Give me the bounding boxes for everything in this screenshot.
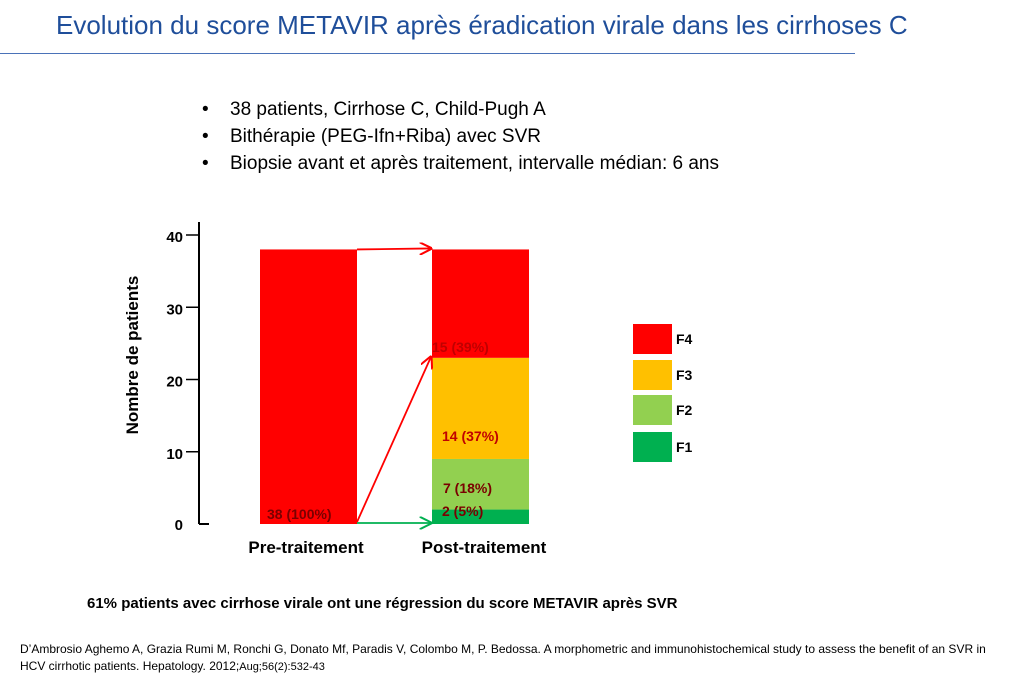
legend-swatch-f3 — [633, 360, 672, 390]
y-tick-label: 40 — [166, 229, 183, 246]
reference-main: D’Ambrosio Aghemo A, Grazia Rumi M, Ronc… — [20, 642, 986, 673]
legend-label: F1 — [676, 439, 693, 455]
y-axis-label: Nombre de patients — [123, 275, 142, 435]
legend-label: F2 — [676, 402, 693, 418]
y-tick-label: 30 — [166, 301, 183, 318]
bar-data-label: 2 (5%) — [442, 503, 483, 519]
bullet-item: • Bithérapie (PEG-Ifn+Riba) avec SVR — [202, 123, 719, 150]
bar-data-label: 15 (39%) — [432, 339, 489, 355]
y-tick-label: 0 — [175, 517, 183, 534]
legend-label: F4 — [676, 331, 693, 347]
y-tick-label: 20 — [166, 374, 183, 391]
bullet-text: Biopsie avant et après traitement, inter… — [230, 153, 719, 174]
conclusion-text: 61% patients avec cirrhose virale ont un… — [87, 595, 678, 612]
legend-label: F3 — [676, 367, 693, 383]
reference-citation: D’Ambrosio Aghemo A, Grazia Rumi M, Ronc… — [20, 641, 1010, 676]
bar-data-label: 14 (37%) — [442, 428, 499, 444]
bar-segment-f4 — [432, 249, 529, 358]
bar-segment-f1 — [432, 509, 529, 524]
bullet-dot: • — [202, 99, 209, 120]
x-category-label: Pre-traitement — [248, 538, 364, 557]
reference-issue: Aug;56(2):532-43 — [239, 661, 325, 673]
bullet-text: Bithérapie (PEG-Ifn+Riba) avec SVR — [230, 126, 541, 147]
x-category-label: Post-traitement — [422, 538, 547, 557]
bullet-text: 38 patients, Cirrhose C, Child-Pugh A — [230, 99, 546, 120]
bar-segment-f3 — [432, 357, 529, 459]
bullet-list: • 38 patients, Cirrhose C, Child-Pugh A •… — [202, 96, 719, 177]
bar-data-label: 7 (18%) — [443, 480, 492, 496]
legend-swatch-f1 — [633, 432, 672, 462]
title-divider — [0, 53, 855, 54]
legend-swatch-f4 — [633, 324, 672, 354]
y-tick-label: 10 — [166, 446, 183, 463]
bar-data-label: 38 (100%) — [267, 506, 332, 522]
bullet-item: • 38 patients, Cirrhose C, Child-Pugh A — [202, 96, 719, 123]
bar-segment-f4 — [260, 249, 357, 524]
slide-title: Evolution du score METAVIR après éradica… — [56, 10, 908, 40]
bar-segment-f2 — [432, 458, 529, 510]
transition-arrow — [356, 357, 431, 523]
bullet-item: • Biopsie avant et après traitement, inte… — [202, 150, 719, 177]
transition-arrow — [356, 248, 431, 249]
legend-swatch-f2 — [633, 395, 672, 425]
bullet-dot: • — [202, 126, 209, 147]
bullet-dot: • — [202, 153, 209, 174]
